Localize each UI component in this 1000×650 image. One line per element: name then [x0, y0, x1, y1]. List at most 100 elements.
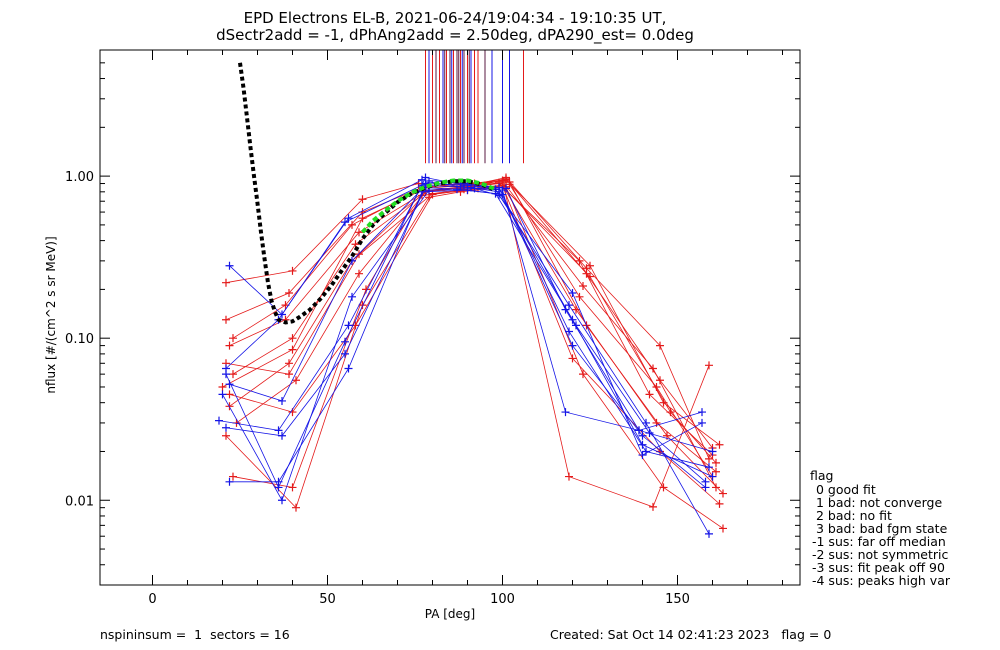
data-point	[341, 337, 349, 346]
data-point	[341, 218, 349, 227]
data-point	[645, 390, 654, 399]
data-point	[358, 301, 367, 310]
data-point	[656, 376, 664, 385]
data-point	[708, 472, 717, 481]
data-point	[582, 269, 591, 278]
data-point	[712, 458, 720, 467]
data-point	[285, 359, 293, 368]
series-line	[229, 181, 703, 431]
data-point	[348, 292, 356, 301]
data-point	[355, 228, 363, 237]
data-point	[344, 214, 353, 223]
data-point	[222, 370, 230, 379]
data-point	[225, 477, 234, 486]
data-point	[278, 396, 286, 405]
data-series	[215, 173, 727, 538]
data-point	[572, 321, 580, 330]
data-point	[652, 382, 661, 391]
fit-peak-line	[361, 178, 497, 234]
series-line	[236, 181, 724, 494]
legend-item: 3 bad: bad fgm state	[812, 521, 948, 536]
data-point	[568, 354, 577, 363]
data-point	[705, 454, 713, 463]
footer-left: nspininsum = 1 sectors = 16	[100, 627, 290, 642]
data-point	[712, 467, 720, 476]
data-point	[278, 496, 286, 505]
y-tick-label: 0.10	[65, 332, 94, 347]
data-point	[498, 176, 507, 185]
data-point	[288, 345, 297, 354]
data-point	[278, 431, 286, 440]
legend-item: -1 sus: far off median	[812, 534, 946, 549]
y-axis-label: nflux [#/(cm^2 s sr MeV)]	[44, 236, 58, 393]
data-point	[705, 529, 713, 538]
data-point	[502, 174, 510, 183]
x-tick-label: 150	[665, 592, 690, 607]
data-point	[218, 382, 227, 391]
data-point	[274, 483, 283, 492]
series-line	[225, 186, 724, 529]
data-point	[565, 327, 573, 336]
data-point	[568, 341, 577, 350]
data-point	[229, 472, 237, 481]
data-point	[355, 269, 363, 278]
data-point	[414, 179, 423, 188]
data-point	[719, 489, 727, 498]
legend: flag 0 good fit 1 bad: not converge 2 ba…	[810, 468, 951, 588]
legend-item: 0 good fit	[812, 482, 876, 497]
data-point	[712, 483, 720, 492]
data-point	[358, 195, 367, 204]
plot-frame	[99, 49, 801, 586]
data-point	[666, 408, 675, 417]
data-point	[568, 289, 577, 298]
data-point	[575, 256, 584, 265]
fit-curve-line	[238, 62, 497, 325]
marker-lines	[425, 50, 524, 164]
data-point	[715, 499, 724, 508]
data-point	[229, 334, 237, 343]
data-point	[292, 376, 300, 385]
data-point	[502, 184, 510, 193]
data-point	[288, 334, 297, 343]
data-point	[656, 341, 664, 350]
data-point	[225, 261, 234, 270]
data-point	[274, 426, 283, 435]
data-point	[572, 305, 580, 314]
data-point	[225, 390, 234, 399]
data-point	[222, 315, 230, 324]
data-point	[344, 321, 353, 330]
data-point	[586, 261, 594, 270]
x-tick-label: 100	[490, 592, 515, 607]
series-line	[225, 187, 706, 483]
data-point	[579, 370, 587, 379]
data-point	[708, 447, 717, 456]
data-point	[288, 483, 297, 492]
data-point	[495, 191, 503, 200]
legend-item: 2 bad: no fit	[812, 508, 892, 523]
data-point	[635, 426, 643, 435]
data-point	[229, 370, 237, 379]
data-point	[698, 418, 706, 427]
data-point	[642, 418, 650, 427]
legend-item: 1 bad: not converge	[812, 495, 942, 510]
data-point	[292, 503, 300, 512]
chart-title: EPD Electrons EL-B, 2021-06-24/19:04:34 …	[244, 9, 667, 27]
data-point	[285, 370, 293, 379]
data-point	[565, 472, 573, 481]
data-point	[638, 451, 647, 460]
data-point	[463, 186, 472, 195]
x-axis: 0 50 100 150	[148, 50, 783, 607]
data-point	[285, 289, 293, 298]
legend-item: -3 sus: fit peak off 90	[812, 560, 945, 575]
data-point	[698, 408, 706, 417]
x-axis-label: PA [deg]	[425, 607, 475, 621]
x-tick-label: 0	[148, 592, 156, 607]
data-point	[649, 364, 657, 373]
legend-title: flag	[810, 468, 833, 483]
data-point	[575, 292, 584, 301]
data-point	[561, 305, 570, 314]
data-point	[715, 440, 724, 449]
data-point	[288, 266, 297, 275]
x-tick-label: 50	[319, 592, 336, 607]
